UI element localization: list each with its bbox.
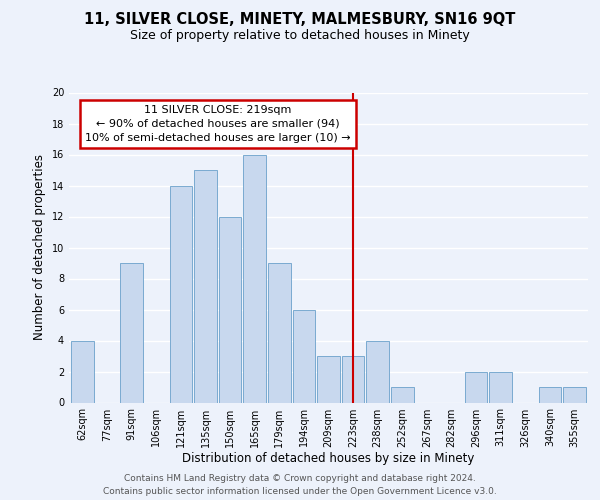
X-axis label: Distribution of detached houses by size in Minety: Distribution of detached houses by size … bbox=[182, 452, 475, 466]
Bar bbox=[563, 387, 586, 402]
Bar bbox=[293, 310, 315, 402]
Bar bbox=[317, 356, 340, 403]
Y-axis label: Number of detached properties: Number of detached properties bbox=[33, 154, 46, 340]
Text: 11, SILVER CLOSE, MINETY, MALMESBURY, SN16 9QT: 11, SILVER CLOSE, MINETY, MALMESBURY, SN… bbox=[85, 12, 515, 28]
Bar bbox=[367, 340, 389, 402]
Bar bbox=[219, 216, 241, 402]
Bar bbox=[121, 263, 143, 402]
Bar bbox=[342, 356, 364, 403]
Bar bbox=[490, 372, 512, 402]
Bar bbox=[268, 263, 290, 402]
Text: Size of property relative to detached houses in Minety: Size of property relative to detached ho… bbox=[130, 29, 470, 42]
Bar bbox=[244, 154, 266, 402]
Bar bbox=[539, 387, 561, 402]
Bar bbox=[71, 340, 94, 402]
Text: 11 SILVER CLOSE: 219sqm
← 90% of detached houses are smaller (94)
10% of semi-de: 11 SILVER CLOSE: 219sqm ← 90% of detache… bbox=[85, 105, 350, 143]
Bar bbox=[194, 170, 217, 402]
Bar bbox=[391, 387, 413, 402]
Text: Contains HM Land Registry data © Crown copyright and database right 2024.
Contai: Contains HM Land Registry data © Crown c… bbox=[103, 474, 497, 496]
Bar bbox=[465, 372, 487, 402]
Bar bbox=[170, 186, 192, 402]
